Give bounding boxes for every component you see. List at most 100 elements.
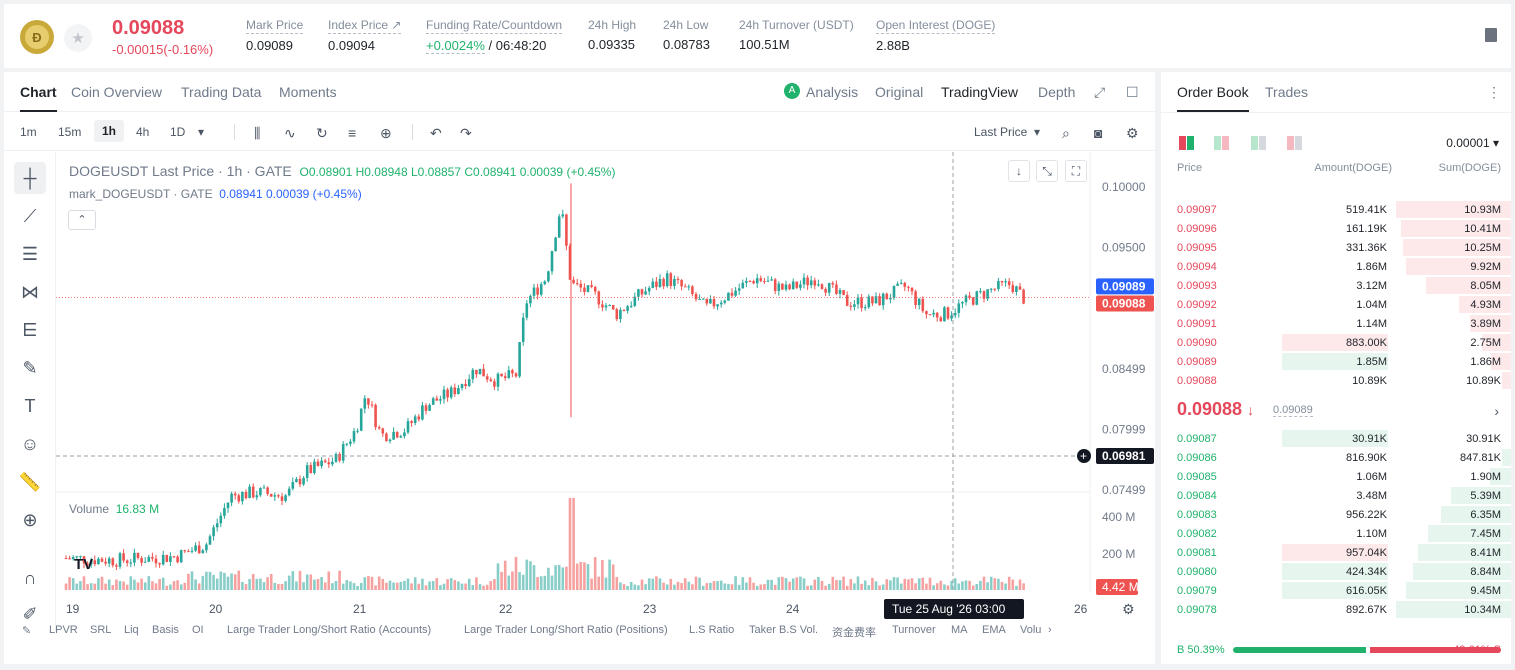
price-chart[interactable]: 0.10000 0.09500 0.08499 0.07999 0.07499 0.090… [56, 152, 1155, 642]
indicator-taker-vol[interactable]: Taker B.S Vol. [749, 624, 819, 636]
candle-type-icon[interactable]: ⫼ [254, 125, 261, 141]
templates-icon[interactable]: ≡ [348, 125, 357, 141]
chevron-down-icon[interactable]: ▾ [1034, 125, 1041, 139]
ask-row[interactable]: 0.09093 3.12M 8.05M [1161, 276, 1511, 295]
indicator-lt-positions[interactable]: Large Trader Long/Short Ratio (Positions… [464, 624, 668, 636]
candle-body [943, 307, 946, 322]
book-bids-icon[interactable] [1214, 136, 1230, 150]
expand-icon[interactable]: ⤢ [1094, 84, 1106, 100]
search-icon[interactable]: ⌕ [1062, 125, 1070, 141]
replay-icon[interactable]: ↻ [316, 125, 328, 141]
tab-depth[interactable]: Depth [1038, 84, 1076, 100]
brush-icon[interactable]: ✎ [22, 357, 38, 378]
indicator-lt-accounts[interactable]: Large Trader Long/Short Ratio (Accounts) [227, 624, 432, 636]
tab-original[interactable]: Original [875, 84, 924, 100]
indicators-icon[interactable]: ∿ [284, 125, 296, 141]
camera-icon[interactable]: ◙ [1094, 125, 1103, 141]
candle-body [327, 462, 331, 465]
ask-row[interactable]: 0.09096 161.19K 10.41M [1161, 219, 1511, 238]
indicator-volume[interactable]: Volu [1020, 624, 1042, 636]
undo-icon[interactable]: ↶ [430, 125, 442, 141]
indicator-lpvr[interactable]: LPVR [49, 624, 78, 636]
book-asks-only-icon[interactable] [1287, 136, 1303, 150]
indicator-funding-rate[interactable]: 资金费率 [832, 627, 876, 639]
indicator-oi[interactable]: OI [192, 624, 204, 636]
ask-row[interactable]: 0.09090 883.00K 2.75M [1161, 333, 1511, 352]
bid-row[interactable]: 0.09083 956.22K 6.35M [1161, 505, 1511, 524]
pencil-lock-icon[interactable]: ✐ [22, 603, 38, 624]
indicator-srl[interactable]: SRL [90, 624, 112, 636]
horizontal-lines-icon[interactable]: ☰ [21, 243, 39, 264]
bid-row[interactable]: 0.09084 3.48M 5.39M [1161, 486, 1511, 505]
tab-analysis[interactable]: Analysis [806, 84, 859, 100]
timeframe-1d[interactable]: 1D [170, 125, 186, 139]
bid-row[interactable]: 0.09086 816.90K 847.81K [1161, 448, 1511, 467]
book-icon[interactable] [1485, 28, 1497, 42]
redo-icon[interactable]: ↷ [460, 125, 472, 141]
magnet-icon[interactable]: ∩ [23, 567, 37, 588]
book-asks-icon[interactable] [1251, 136, 1267, 150]
fib-icon[interactable]: ⋿ [22, 319, 38, 340]
bid-row[interactable]: 0.09080 424.34K 8.84M [1161, 562, 1511, 581]
timeframe-dropdown-icon[interactable]: ▾ [198, 125, 205, 139]
indicator-turnover[interactable]: Turnover [892, 624, 936, 636]
ask-row[interactable]: 0.09094 1.86M 9.92M [1161, 257, 1511, 276]
order-price: 0.09091 [1177, 318, 1217, 330]
collapse-legend-button[interactable]: ⌃ [68, 210, 96, 230]
ask-row[interactable]: 0.09091 1.14M 3.89M [1161, 314, 1511, 333]
bid-row[interactable]: 0.09087 30.91K 30.91K [1161, 429, 1511, 448]
window-icon[interactable]: ☐ [1126, 84, 1139, 100]
crosshair-icon[interactable]: ┼ [14, 162, 46, 194]
indicator-liq[interactable]: Liq [124, 624, 139, 636]
bid-row[interactable]: 0.09079 616.05K 9.45M [1161, 581, 1511, 600]
tab-tradingview[interactable]: TradingView [941, 84, 1019, 100]
tab-chart[interactable]: Chart [20, 84, 57, 112]
tab-moments[interactable]: Moments [279, 84, 337, 100]
maximize-pane-icon[interactable]: ⛶ [1065, 160, 1087, 182]
collapse-pane-icon[interactable]: ⤡ [1036, 160, 1058, 182]
tab-trading-data[interactable]: Trading Data [181, 84, 262, 100]
indicator-ma[interactable]: MA [951, 624, 968, 636]
bid-row[interactable]: 0.09082 1.10M 7.45M [1161, 524, 1511, 543]
ask-row[interactable]: 0.09092 1.04M 4.93M [1161, 295, 1511, 314]
emoji-icon[interactable]: ☺ [20, 433, 40, 454]
indicator-ls-ratio[interactable]: L.S Ratio [689, 624, 735, 636]
tab-trades[interactable]: Trades [1265, 84, 1309, 100]
volume-bar [989, 576, 993, 590]
ask-row[interactable]: 0.09095 331.36K 10.25M [1161, 238, 1511, 257]
trend-line-icon[interactable]: ⟋ [23, 205, 37, 226]
book-both-icon[interactable] [1179, 136, 1195, 150]
favorite-star-icon[interactable]: ★ [64, 24, 92, 52]
chevron-right-icon[interactable]: › [1494, 403, 1499, 419]
arrow-down-icon[interactable]: ↓ [1008, 160, 1030, 182]
timeframe-4h[interactable]: 4h [136, 125, 150, 139]
chevron-right-icon[interactable]: › [1048, 624, 1052, 636]
bid-row[interactable]: 0.09085 1.06M 1.90M [1161, 467, 1511, 486]
indicator-basis[interactable]: Basis [152, 624, 179, 636]
ask-row[interactable]: 0.09088 10.89K 10.89K [1161, 371, 1511, 390]
edit-icon[interactable]: ✎ [22, 625, 32, 637]
volume-bar [1018, 579, 1022, 590]
add-indicator-icon[interactable]: ⊕ [380, 125, 392, 141]
pattern-icon[interactable]: ⋈ [21, 281, 39, 302]
stat-index-price[interactable]: Index Price ↗ 0.09094 [328, 18, 402, 53]
tab-coin-overview[interactable]: Coin Overview [71, 84, 163, 100]
precision-select[interactable]: 0.00001 ▾ [1446, 136, 1499, 150]
timeframe-15m[interactable]: 15m [58, 125, 82, 139]
ask-row[interactable]: 0.09089 1.85M 1.86M [1161, 352, 1511, 371]
timeframe-1m[interactable]: 1m [20, 125, 37, 139]
bid-row[interactable]: 0.09078 892.67K 10.34M [1161, 600, 1511, 619]
timeframe-1h[interactable]: 1h [94, 120, 125, 142]
indicator-ema[interactable]: EMA [982, 624, 1006, 636]
price-type-select[interactable]: Last Price [974, 125, 1028, 139]
tab-order-book[interactable]: Order Book [1177, 84, 1249, 112]
more-icon[interactable]: ⋮ [1487, 84, 1501, 100]
order-price: 0.09093 [1177, 280, 1217, 292]
zoom-icon[interactable]: ⊕ [22, 509, 38, 530]
ruler-icon[interactable]: 📏 [18, 471, 42, 492]
text-icon[interactable]: T [24, 395, 36, 416]
gear-icon[interactable]: ⚙ [1126, 125, 1139, 141]
ask-row[interactable]: 0.09097 519.41K 10.93M [1161, 200, 1511, 219]
bid-row[interactable]: 0.09081 957.04K 8.41M [1161, 543, 1511, 562]
volume-bar [223, 572, 226, 590]
